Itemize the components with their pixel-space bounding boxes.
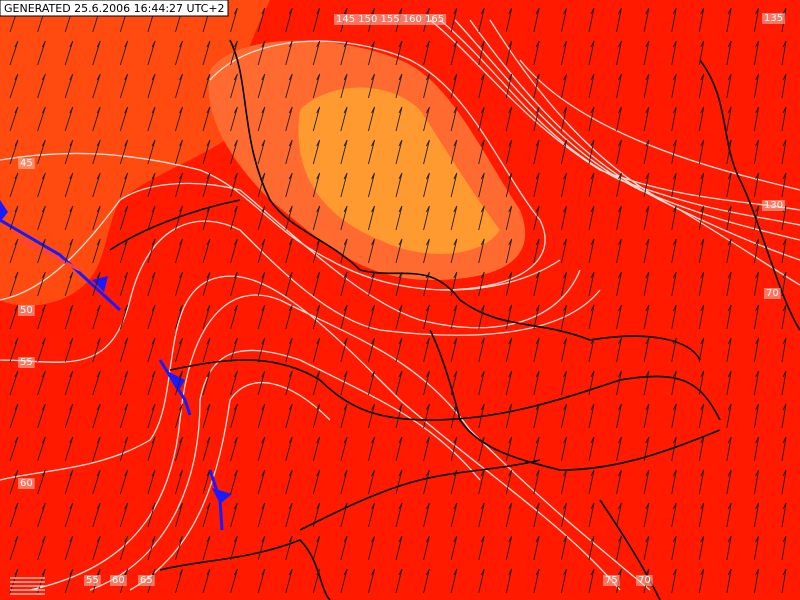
label-box [334,14,447,25]
contour-label: 65 [140,575,153,586]
label-box [18,158,35,169]
contour-label: 45 [20,158,33,169]
generated-text: GENERATED 25.6.2006 16:44:27 UTC+2 [4,2,225,15]
contour-label: 60 [112,575,125,586]
contour-label: 60 [20,478,33,489]
label-box [18,478,35,489]
contour-labels: 45 50 55 60 55 60 65 75 70 135 130 70 145 150 155 16… [18,13,786,586]
contour-label: 75 [605,575,618,586]
label-box [603,575,620,586]
label-box [764,288,781,299]
label-box [762,13,786,24]
contour-label: 70 [766,288,779,299]
contour-label: 55 [86,575,99,586]
label-box [84,575,101,586]
borders [109,39,800,600]
contour-label: 130 [764,200,783,211]
label-box [110,575,127,586]
warmest-area [298,87,500,254]
contour-label: 145 150 155 160 165 [336,14,444,25]
contour-label: 50 [20,305,33,316]
legend-icon [10,577,45,595]
label-box [18,305,35,316]
front [0,200,232,531]
contour-label: 135 [764,13,783,24]
label-box [18,357,35,368]
label-box [636,575,653,586]
contour-label: 70 [638,575,651,586]
contour-label: 55 [20,357,33,368]
label-box [138,575,155,586]
warm-area [0,0,270,306]
label-box [762,200,786,211]
header-box [0,0,229,17]
